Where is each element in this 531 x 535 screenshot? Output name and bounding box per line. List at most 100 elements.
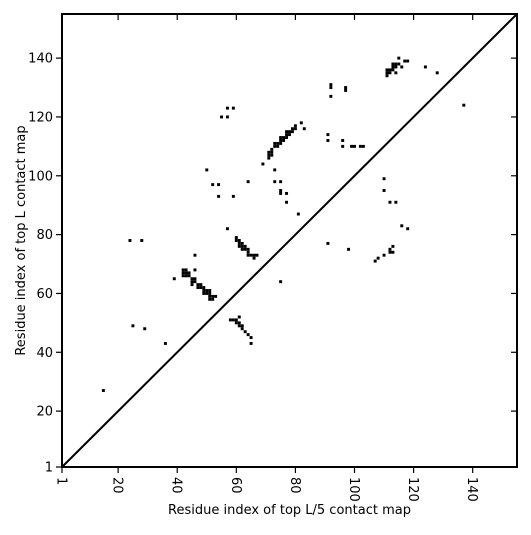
points-layer (101, 56, 466, 392)
contact-point (293, 124, 297, 128)
contact-point (391, 62, 395, 66)
plot-frame (61, 13, 518, 468)
contact-point (267, 156, 271, 160)
contact-point (243, 247, 247, 251)
y-tick-label: 140 (28, 52, 53, 67)
contact-point (202, 286, 206, 290)
contact-point (202, 291, 206, 295)
contact-point (234, 318, 238, 322)
contact-point (196, 283, 200, 287)
contact-point (341, 144, 345, 148)
contact-point (190, 283, 194, 287)
contact-point (240, 247, 244, 251)
contact-point (285, 200, 289, 204)
y-tick-label: 60 (36, 287, 53, 302)
x-axis-ticks: 1 20 40 60 80 100 120 140 (54, 14, 479, 502)
contact-point (270, 150, 274, 154)
contact-point (249, 253, 253, 257)
contact-point (246, 180, 250, 184)
contact-point (329, 94, 333, 98)
contact-point (403, 59, 407, 63)
contact-point (329, 86, 333, 90)
contact-point (350, 144, 354, 148)
contact-point (184, 271, 188, 275)
contact-point (249, 336, 253, 340)
contact-point (391, 244, 395, 248)
contact-point (193, 280, 197, 284)
contact-point (293, 127, 297, 131)
contact-point (205, 289, 209, 292)
contact-point (240, 244, 244, 248)
contact-point (285, 130, 289, 134)
contact-point (187, 271, 191, 275)
contact-point (199, 283, 203, 287)
contact-point (199, 286, 203, 290)
contact-point (202, 289, 206, 292)
contact-point (249, 341, 253, 345)
contact-point (397, 62, 401, 66)
contact-point (279, 189, 283, 192)
contact-point (382, 189, 386, 192)
contact-point (397, 56, 401, 60)
contact-point (240, 241, 244, 245)
contact-point (190, 277, 194, 281)
contact-point (181, 268, 185, 272)
contact-point (205, 168, 209, 172)
contact-point (394, 71, 398, 75)
contact-point (234, 236, 238, 240)
contact-point (435, 71, 439, 75)
contact-point (388, 250, 392, 254)
contact-point (237, 315, 241, 319)
contact-point (282, 136, 286, 140)
contact-point (347, 247, 351, 251)
contact-point (373, 259, 377, 263)
contact-point (240, 327, 244, 331)
contact-point (267, 153, 271, 157)
contact-point (231, 194, 235, 198)
contact-point (128, 239, 132, 242)
contact-point (225, 227, 229, 231)
contact-point (279, 191, 283, 195)
x-axis-label: Residue index of top L/5 contact map (168, 503, 411, 518)
diagonal-line (61, 13, 518, 468)
contact-point (288, 130, 291, 134)
contact-point (143, 327, 147, 331)
contact-point (358, 144, 362, 148)
contact-point (220, 115, 224, 119)
contact-point (279, 139, 283, 142)
contact-point (231, 106, 235, 110)
contact-point (344, 89, 348, 92)
contact-point (208, 291, 212, 295)
contact-point (299, 121, 303, 125)
contact-point (400, 65, 404, 69)
contact-point (361, 144, 365, 148)
contact-point (406, 227, 410, 231)
contact-point (184, 268, 188, 272)
contact-point (211, 294, 215, 298)
contact-point (462, 103, 466, 107)
contact-point (394, 65, 398, 69)
contact-point (267, 150, 271, 154)
x-tick-label: 120 (405, 477, 420, 502)
contact-point (326, 241, 330, 245)
contact-point (290, 127, 294, 131)
contact-point (172, 277, 176, 281)
contact-point (388, 200, 392, 204)
y-tick-label: 100 (28, 169, 53, 184)
contact-point (211, 297, 215, 301)
contact-point (279, 180, 283, 184)
contact-point (276, 144, 280, 148)
contact-point (341, 139, 345, 142)
contact-point (252, 256, 256, 260)
contact-point (208, 294, 212, 298)
contact-point (385, 74, 389, 78)
contact-point (234, 239, 238, 242)
contact-point (326, 133, 330, 137)
x-tick-label: 60 (228, 477, 243, 494)
contact-point (376, 256, 380, 260)
contact-point (193, 268, 197, 272)
contact-point (246, 333, 250, 337)
